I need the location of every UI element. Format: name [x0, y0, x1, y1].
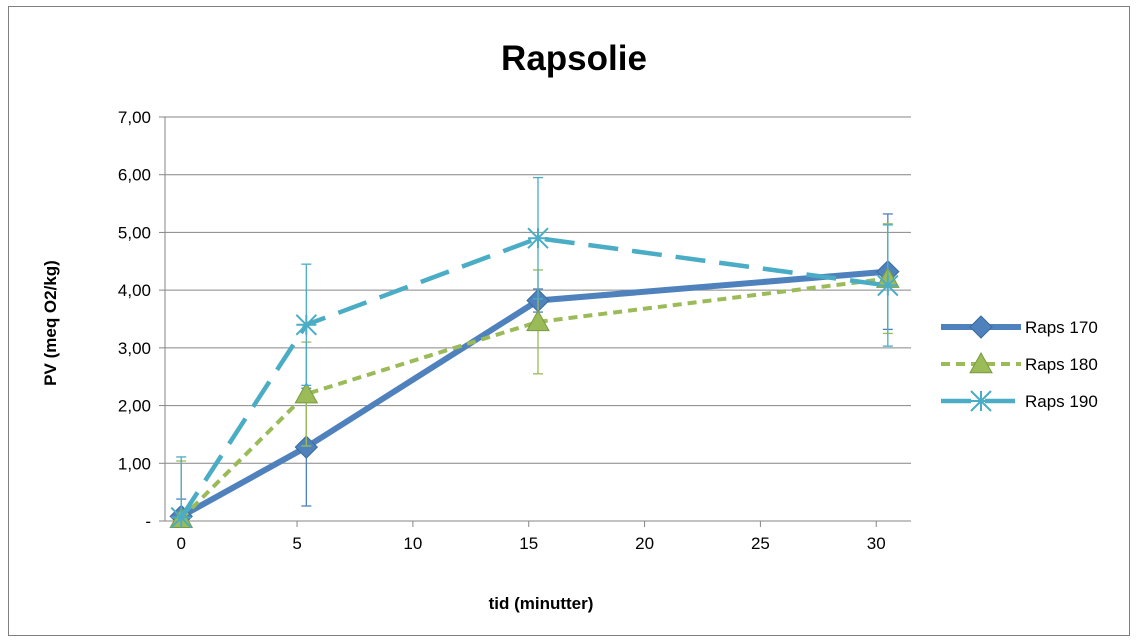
- data-point: [877, 274, 899, 297]
- chart-title: Rapsolie: [501, 39, 647, 78]
- legend-swatch-marker: [969, 315, 993, 339]
- x-tick-label: 5: [292, 534, 301, 553]
- data-point: [295, 314, 318, 336]
- series-line: [179, 235, 889, 519]
- legend-entry-0: Raps 170: [941, 315, 1098, 339]
- legend-swatch-marker: [970, 390, 992, 412]
- legend-entry-2: Raps 190: [941, 390, 1098, 412]
- series-raps-170: [169, 213, 900, 529]
- x-tick-label: 15: [519, 534, 538, 553]
- data-point: [294, 381, 319, 404]
- y-tick-label: 7,00: [118, 108, 151, 127]
- y-axis-title: PV (meq O2/kg): [41, 260, 60, 386]
- y-tick-label: 5,00: [118, 223, 151, 242]
- x-tick-label: 25: [751, 534, 770, 553]
- data-point: [294, 435, 319, 459]
- y-tick-label: 2,00: [118, 397, 151, 416]
- series-raps-190: [170, 176, 899, 529]
- x-axis-title: tid (minutter): [489, 594, 594, 613]
- data-point: [170, 506, 192, 529]
- data-point: [527, 227, 549, 249]
- legend-label: Raps 180: [1025, 355, 1098, 374]
- y-tick-label: 3,00: [118, 339, 151, 358]
- series-raps-180: [169, 223, 900, 528]
- x-tick-label: 30: [867, 534, 886, 553]
- series-layer: [169, 176, 900, 529]
- series-line: [179, 268, 889, 520]
- y-tick-label: -: [145, 512, 151, 531]
- axis-layer: - 1,00 2,00 3,00 4,00 5,00 6,00 7,00 0 5 10 15 20 25 3…: [118, 108, 911, 553]
- legend-label: Raps 190: [1025, 392, 1098, 411]
- x-tick-label: 20: [635, 534, 654, 553]
- chart-svg: - 1,00 2,00 3,00 4,00 5,00 6,00 7,00 0 5 10 15 20 25 3…: [41, 39, 1098, 613]
- y-tick-label: 4,00: [118, 281, 151, 300]
- y-tick-label: 1,00: [118, 454, 151, 473]
- legend-label: Raps 170: [1025, 318, 1098, 337]
- legend-entry-1: Raps 180: [941, 351, 1098, 374]
- legend: Raps 170 Raps 180 Raps 190: [941, 315, 1098, 412]
- legend-swatch-marker: [969, 351, 993, 374]
- chart-frame: - 1,00 2,00 3,00 4,00 5,00 6,00 7,00 0 5 10 15 20 25 3…: [8, 6, 1130, 636]
- data-point: [526, 309, 550, 332]
- x-tick-label: 0: [176, 534, 185, 553]
- y-tick-label: 6,00: [118, 166, 151, 185]
- x-tick-label: 10: [403, 534, 422, 553]
- series-line: [179, 276, 889, 521]
